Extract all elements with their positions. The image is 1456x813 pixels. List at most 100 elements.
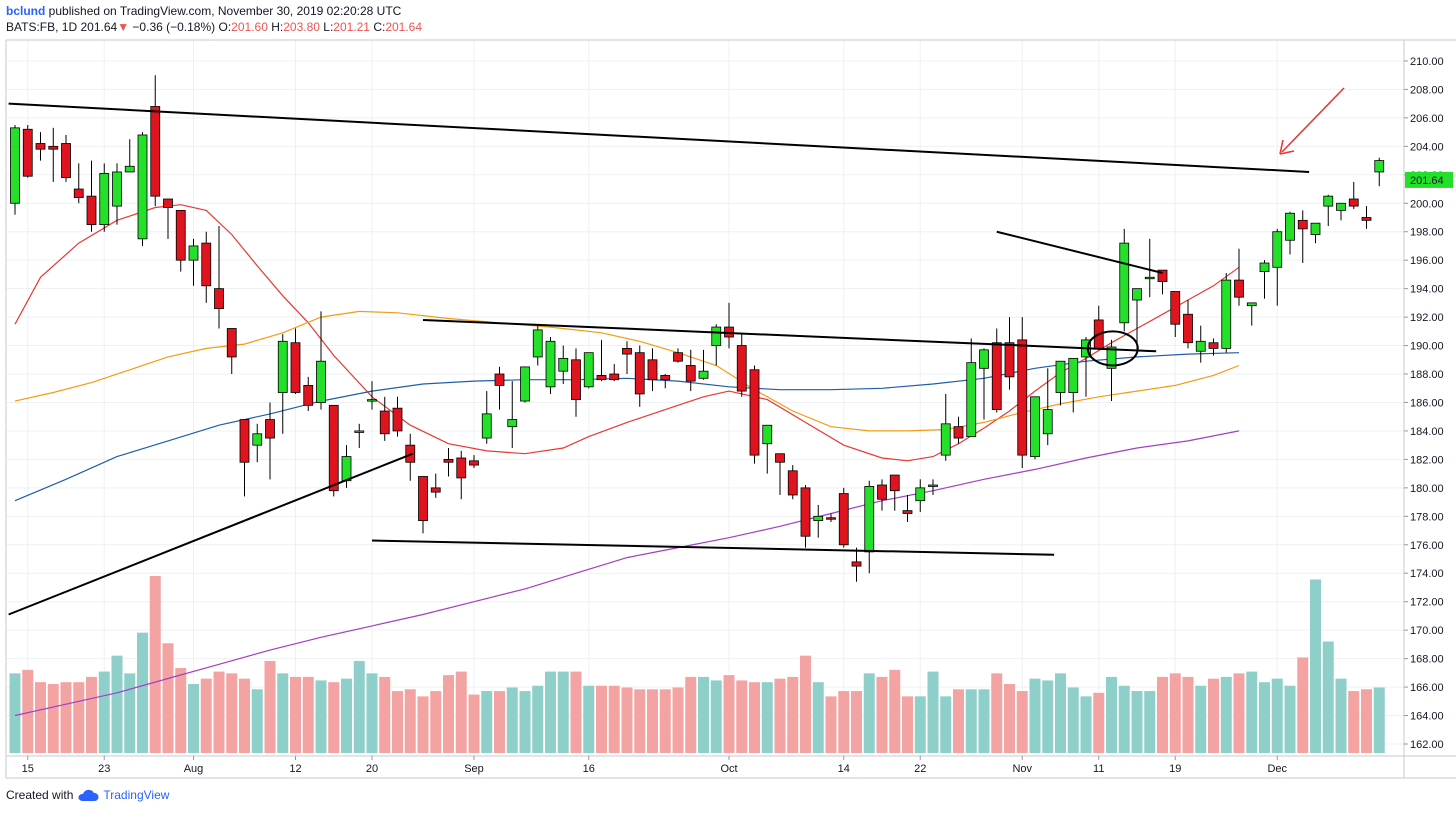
candle-body (877, 484, 887, 500)
volume-bar (825, 696, 837, 753)
volume-bar (341, 678, 352, 753)
y-tick-label: 178.00 (1410, 511, 1444, 523)
volume-bar (60, 682, 72, 753)
candle (660, 374, 671, 389)
volume-bar (98, 671, 110, 753)
candle-body (226, 328, 237, 358)
candle (430, 473, 441, 498)
volume-bar (863, 673, 875, 753)
candle (1348, 181, 1359, 209)
candle (558, 345, 569, 384)
high-value: 203.80 (283, 20, 320, 34)
volume-bar (200, 678, 212, 753)
candle-body (813, 515, 824, 521)
candle-body (1336, 202, 1346, 211)
y-tick-label: 194.00 (1410, 284, 1444, 296)
volume-bar (315, 680, 327, 753)
volume-bar (851, 691, 862, 753)
candle-body (35, 143, 46, 150)
candle-body (596, 375, 607, 381)
y-tick-label: 186.00 (1410, 397, 1444, 409)
y-tick-label: 210.00 (1410, 56, 1444, 68)
moving-average-ma20 (14, 204, 1240, 462)
volume-bar (570, 671, 582, 753)
candle-body (214, 288, 224, 309)
y-tick-label: 164.00 (1410, 711, 1444, 723)
candle (1017, 317, 1028, 468)
volume-bar (1195, 685, 1207, 753)
candle-body (762, 424, 773, 445)
volume-bar (1348, 691, 1360, 753)
candle-body (889, 474, 900, 492)
candle-body (354, 430, 365, 433)
candle-body (1055, 360, 1066, 393)
last-price-badge (1405, 171, 1453, 188)
y-tick-label: 168.00 (1410, 654, 1444, 666)
volume-bar (188, 683, 199, 753)
candle-body (1221, 279, 1232, 349)
candle (303, 376, 314, 412)
candle (112, 163, 122, 225)
candle (137, 132, 148, 246)
candle-body (647, 359, 658, 381)
candle (775, 453, 785, 495)
volume-bar (1335, 678, 1347, 753)
candle-body (953, 426, 964, 439)
volume-bar (1067, 687, 1079, 753)
x-tick-label: Sep (464, 763, 484, 775)
candle-body (201, 242, 212, 287)
annotation-circle (1086, 330, 1139, 367)
y-tick-label: 182.00 (1410, 454, 1444, 466)
candle-body (660, 375, 671, 381)
candle-body (1272, 231, 1283, 268)
candle-body (800, 487, 811, 537)
candle (1068, 357, 1079, 413)
volume-bar (264, 660, 276, 753)
candle-body (1361, 217, 1372, 221)
symbol-label: BATS:FB, 1D (6, 20, 78, 34)
moving-average-ma200 (14, 430, 1240, 717)
tradingview-brand[interactable]: TradingView (103, 788, 170, 802)
trendline (371, 539, 1055, 556)
candle-body (1374, 160, 1385, 173)
candle (596, 339, 607, 382)
candle-body (430, 487, 441, 493)
red-arrow-icon (1281, 87, 1345, 153)
volume-bar (1182, 676, 1194, 753)
y-tick-label: 200.00 (1410, 198, 1444, 210)
candle-body (328, 404, 339, 492)
volume-bar (991, 673, 1003, 753)
candle (1093, 305, 1104, 350)
volume-bar (1169, 673, 1181, 753)
candle-body (520, 366, 530, 402)
x-tick-label: 14 (838, 763, 850, 775)
volume-bar (1246, 671, 1258, 753)
candle-body (749, 369, 760, 456)
candle-body (252, 433, 263, 446)
volume-bar (787, 676, 799, 753)
candle-body (316, 360, 326, 403)
candle (188, 238, 199, 286)
candle (800, 485, 811, 548)
volume-bar (455, 671, 467, 753)
volume-bar (685, 676, 697, 753)
candle (1221, 272, 1232, 353)
y-tick-label: 208.00 (1410, 84, 1444, 96)
x-tick-label: Oct (720, 763, 737, 775)
candle (494, 366, 505, 410)
volume-bar (902, 696, 913, 753)
y-tick-label: 196.00 (1410, 255, 1444, 267)
x-tick-label: 12 (289, 763, 301, 775)
created-with-text: Created with (6, 788, 74, 802)
author-name[interactable]: bclund (6, 4, 46, 18)
candle-body (481, 413, 492, 439)
candle-body (86, 195, 97, 226)
trendline (8, 452, 414, 616)
price-axis: 162.00 164.00 166.00 168.00 170.00 172.00 174.… (1404, 56, 1453, 751)
candle (940, 393, 951, 461)
candle (928, 479, 938, 495)
volume-bar (1144, 691, 1156, 753)
candle (1030, 396, 1040, 460)
candle-body (1234, 279, 1244, 298)
